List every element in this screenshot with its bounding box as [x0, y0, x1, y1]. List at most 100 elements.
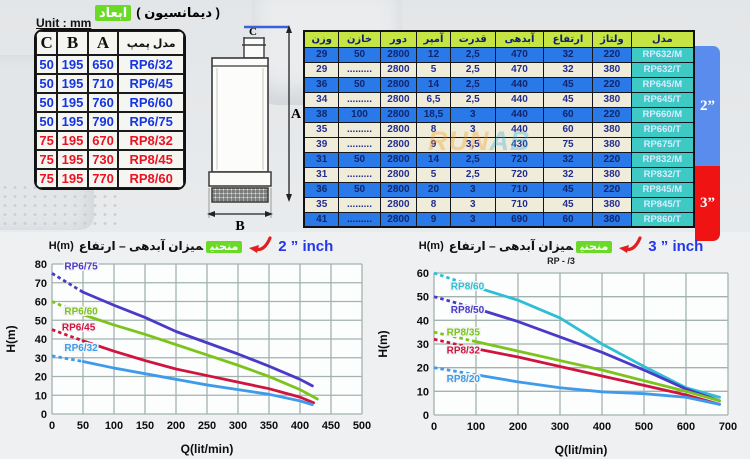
spec-header-cell: قدرت	[449, 30, 496, 48]
spec-cell: 32	[542, 151, 594, 168]
spec-cell: 440	[494, 121, 544, 138]
pump-outline-diagram: C A B	[207, 25, 302, 234]
spec-header-cell: خازن	[338, 30, 381, 48]
spec-cell: 470	[494, 61, 544, 78]
curve-badge: منحنی	[576, 241, 613, 253]
dims-cell: 790	[87, 112, 119, 131]
svg-text:10: 10	[417, 386, 429, 398]
spec-cell: 2800	[379, 106, 418, 123]
svg-text:Q(lit/min): Q(lit/min)	[555, 443, 608, 457]
background-strainer-dots	[0, 183, 118, 229]
spec-cell: 45	[542, 76, 594, 93]
chart-3inch-plot: 0 100 200 300 400 500 600 700 0 10 20 30 40 50 60 H(m) Q…	[376, 268, 737, 457]
svg-text:RP6/75: RP6/75	[64, 262, 98, 273]
spec-cell: .........	[338, 91, 381, 108]
spec-row: 38 100 2800 18,5 3 440 60 220 RP660/M	[303, 106, 695, 123]
dims-row: 50 195 710 RP6/45	[36, 74, 184, 93]
svg-text:RP8/50: RP8/50	[451, 305, 485, 316]
chart-title-fa: منحنیمیزان آبدهی – ارتفاع	[79, 239, 243, 253]
spec-cell: 3,5	[449, 136, 496, 153]
dims-model-cell: RP6/75	[118, 112, 184, 131]
dims-cell: 670	[87, 131, 119, 150]
spec-cell: 9	[416, 136, 451, 153]
spec-cell: 31	[303, 151, 340, 168]
spec-cell: 440	[494, 91, 544, 108]
dims-cell: 195	[57, 131, 88, 150]
spec-row: 36 50 2800 14 2,5 440 45 220 RP645/M	[303, 76, 695, 93]
chart-2inch: H(m) منحنیمیزان آبدهی – ارتفاع 2 ” inch …	[4, 236, 378, 459]
spec-cell: 380	[592, 196, 632, 213]
svg-text:100: 100	[105, 420, 123, 432]
svg-text:20: 20	[417, 363, 429, 375]
spec-cell: 35	[303, 121, 340, 138]
chart-2inch-plot: 0 50 100 150 200 250 300 350 400 450 500 0 10 20 30 40 5…	[4, 259, 371, 456]
spec-cell: 50	[338, 181, 381, 198]
dims-row: 50 195 790 RP6/75	[36, 112, 184, 131]
spec-cell: 2800	[379, 46, 418, 63]
spec-row: 31......... 2800 5 2,5 720 32 380 RP832/T	[303, 166, 695, 183]
spec-cell: 34	[303, 91, 340, 108]
spec-cell: 8	[416, 196, 451, 213]
svg-text:10: 10	[35, 390, 47, 402]
dims-cell: 195	[57, 55, 88, 74]
spec-cell: 18,5	[416, 106, 451, 123]
spec-cell: 39	[303, 136, 340, 153]
spec-cell: 2800	[379, 91, 418, 108]
curve-badge: منحنی	[206, 241, 243, 253]
svg-text:60: 60	[35, 297, 47, 309]
spec-cell: 380	[592, 136, 632, 153]
spec-cell: 100	[338, 106, 381, 123]
svg-text:200: 200	[509, 421, 527, 433]
dims-model-cell: RP8/60	[118, 169, 184, 188]
spec-cell: 8	[416, 121, 451, 138]
dim-a-label: A	[291, 107, 302, 122]
spec-cell: 60	[542, 211, 594, 228]
spec-model-cell: RP845/T	[630, 196, 695, 213]
spec-cell: 60	[542, 106, 594, 123]
dims-header-cell: C	[36, 31, 58, 55]
spec-cell: 5	[416, 166, 451, 183]
svg-text:0: 0	[49, 420, 55, 432]
svg-text:600: 600	[677, 421, 695, 433]
dims-cell: 50	[36, 74, 58, 93]
svg-text:250: 250	[198, 420, 216, 432]
svg-text:80: 80	[35, 259, 47, 271]
spec-cell: 220	[592, 181, 632, 198]
spec-cell: 720	[494, 151, 544, 168]
dims-row: 75 195 670 RP8/32	[36, 131, 184, 150]
svg-text:H(m): H(m)	[4, 325, 18, 352]
spec-model-cell: RP832/M	[630, 151, 695, 168]
spec-model-cell: RP845/M	[630, 181, 695, 198]
spec-cell: 220	[592, 46, 632, 63]
dims-cell: 710	[87, 74, 119, 93]
spec-cell: 380	[592, 166, 632, 183]
spec-cell: 2800	[379, 211, 418, 228]
dims-cell: 195	[57, 93, 88, 112]
svg-text:0: 0	[431, 421, 437, 433]
svg-text:200: 200	[167, 420, 185, 432]
dims-model-cell: RP6/60	[118, 93, 184, 112]
svg-text:30: 30	[417, 339, 429, 351]
spec-cell: 380	[592, 121, 632, 138]
dims-cell: 650	[87, 55, 119, 74]
spec-model-cell: RP660/M	[630, 106, 695, 123]
spec-header-cell: دور	[379, 30, 418, 48]
svg-text:350: 350	[260, 420, 278, 432]
chart-2inch-title: H(m) منحنیمیزان آبدهی – ارتفاع 2 ” inch	[4, 236, 378, 256]
dims-cell: 50	[36, 112, 58, 131]
spec-cell: 2,5	[449, 91, 496, 108]
spec-cell: 31	[303, 166, 340, 183]
spec-row: 41......... 2800 9 3 690 60 380 RP860/T	[303, 211, 695, 228]
spec-row: 35......... 2800 8 3 440 60 380 RP660/T	[303, 121, 695, 138]
svg-text:RP8/35: RP8/35	[447, 328, 481, 339]
svg-text:50: 50	[417, 292, 429, 304]
spec-header-cell: ولتاژ	[592, 30, 632, 48]
spec-row: 36 50 2800 20 3 710 45 220 RP845/M	[303, 181, 695, 198]
dims-cell: 195	[57, 74, 88, 93]
spec-cell: 45	[542, 181, 594, 198]
chart-size-label: 3 ” inch	[648, 237, 704, 255]
spec-cell: 380	[592, 211, 632, 228]
svg-text:30: 30	[35, 353, 47, 365]
chart-y-unit: H(m)	[418, 240, 444, 252]
